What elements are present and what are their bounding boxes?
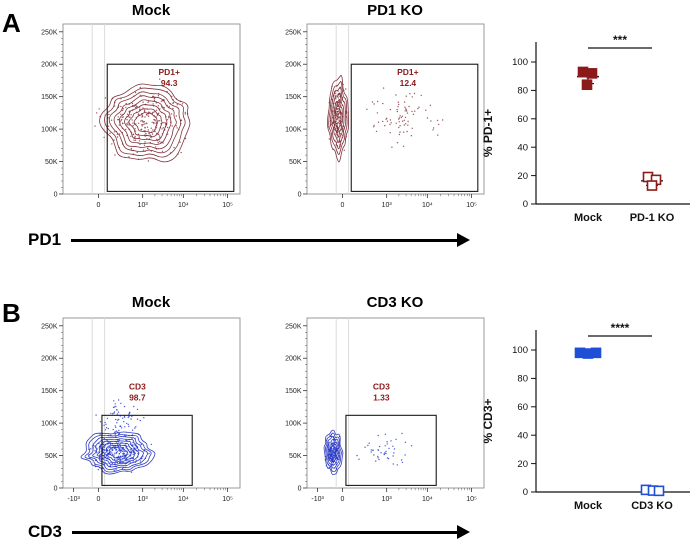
flow-plot-a-pd1ko: 250K 200K 150K 100K 50K 0 0 10³ 10⁴ 10⁵ PD1+12.4	[285, 23, 485, 209]
svg-text:200K: 200K	[41, 356, 58, 363]
x-axis-label-cd3: CD3	[28, 522, 63, 541]
svg-text:% PD-1+: % PD-1+	[481, 109, 495, 157]
flow-plot-title-b-ko: CD3 KO	[366, 294, 424, 311]
arrow-head-icon	[457, 525, 470, 539]
svg-text:50K: 50K	[45, 453, 58, 460]
x-axis-arrow-pd1: PD1	[28, 230, 470, 250]
svg-text:10⁵: 10⁵	[222, 202, 233, 209]
svg-text:100K: 100K	[285, 127, 302, 134]
svg-text:0: 0	[523, 199, 528, 210]
x-axis-label-pd1: PD1	[28, 230, 62, 249]
svg-text:PD1+: PD1+	[158, 67, 180, 77]
svg-text:Mock: Mock	[574, 500, 603, 512]
svg-text:% CD3+: % CD3+	[481, 398, 495, 443]
svg-text:94.3: 94.3	[161, 78, 178, 88]
flow-plot-b-mock: 250K 200K 150K 100K 50K 0 -10³ 0 10³ 10⁴ 10⁵ CD398.…	[41, 317, 241, 503]
svg-text:10⁵: 10⁵	[466, 202, 477, 209]
svg-text:40: 40	[517, 142, 528, 153]
svg-text:40: 40	[517, 430, 528, 441]
svg-text:-10³: -10³	[67, 496, 80, 503]
svg-text:10³: 10³	[138, 202, 149, 209]
svg-text:100: 100	[512, 345, 528, 356]
svg-text:250K: 250K	[285, 29, 302, 36]
svg-text:200K: 200K	[285, 356, 302, 363]
svg-text:10⁴: 10⁴	[422, 496, 433, 503]
svg-text:200K: 200K	[285, 62, 302, 69]
svg-text:10⁵: 10⁵	[222, 496, 233, 503]
flow-plot-a-mock: 250K 200K 150K 100K 50K 0 0 10³ 10⁴ 10⁵ PD1+94.3	[41, 23, 241, 209]
svg-text:80: 80	[517, 86, 528, 97]
arrow-line	[72, 530, 457, 534]
arrow-head-icon	[457, 233, 470, 247]
svg-text:60: 60	[517, 402, 528, 413]
svg-text:10⁴: 10⁴	[178, 496, 189, 503]
svg-text:***: ***	[613, 33, 627, 47]
svg-text:10³: 10³	[138, 496, 149, 503]
svg-text:80: 80	[517, 374, 528, 385]
svg-text:0: 0	[54, 486, 58, 493]
svg-text:Mock: Mock	[574, 212, 603, 224]
svg-text:60: 60	[517, 114, 528, 125]
svg-text:20: 20	[517, 171, 528, 182]
svg-text:10³: 10³	[382, 202, 393, 209]
svg-text:****: ****	[611, 321, 630, 335]
svg-text:100K: 100K	[285, 421, 302, 428]
svg-text:12.4: 12.4	[400, 78, 417, 88]
svg-text:PD-1 KO: PD-1 KO	[630, 212, 675, 224]
svg-text:150K: 150K	[41, 388, 58, 395]
x-axis-arrow-cd3: CD3	[28, 522, 470, 542]
svg-text:98.7: 98.7	[129, 392, 146, 402]
svg-text:10⁵: 10⁵	[466, 496, 477, 503]
svg-text:200K: 200K	[41, 62, 58, 69]
svg-text:1.33: 1.33	[373, 392, 390, 402]
flow-plot-title-b-mock: Mock	[131, 294, 171, 311]
svg-text:0: 0	[523, 487, 528, 498]
flow-plot-title-a-mock: Mock	[131, 2, 171, 19]
svg-text:150K: 150K	[285, 388, 302, 395]
svg-text:250K: 250K	[41, 323, 58, 330]
svg-text:50K: 50K	[45, 159, 58, 166]
svg-text:20: 20	[517, 459, 528, 470]
svg-text:10⁴: 10⁴	[422, 202, 433, 209]
svg-text:100K: 100K	[41, 421, 58, 428]
svg-text:50K: 50K	[289, 453, 302, 460]
svg-text:CD3: CD3	[129, 381, 146, 391]
svg-text:10³: 10³	[382, 496, 393, 503]
svg-text:0: 0	[298, 192, 302, 199]
svg-text:CD3: CD3	[373, 381, 390, 391]
svg-text:150K: 150K	[41, 94, 58, 101]
svg-text:0: 0	[340, 202, 344, 209]
flow-plot-b-cd3ko: 250K 200K 150K 100K 50K 0 -10³ 0 10³ 10⁴ 10⁵ CD31.3…	[285, 317, 485, 503]
arrow-line	[71, 238, 457, 242]
flow-plot-title-a-ko: PD1 KO	[367, 2, 423, 19]
summary-dot-plot-cd3: 0 20 40 60 80 100 % CD3+ Mock CD3 KO ****	[481, 321, 690, 512]
summary-dot-plot-pd1: 0 20 40 60 80 100 % PD-1+ Mock PD-1 KO ***	[481, 33, 690, 224]
svg-text:PD1+: PD1+	[397, 67, 419, 77]
svg-text:150K: 150K	[285, 94, 302, 101]
svg-text:0: 0	[54, 192, 58, 199]
svg-text:250K: 250K	[41, 29, 58, 36]
svg-text:0: 0	[340, 496, 344, 503]
panel-b-label: B	[2, 298, 21, 328]
svg-text:0: 0	[298, 486, 302, 493]
svg-text:10⁴: 10⁴	[178, 202, 189, 209]
svg-text:CD3 KO: CD3 KO	[631, 500, 673, 512]
svg-text:100: 100	[512, 57, 528, 68]
svg-text:100K: 100K	[41, 127, 58, 134]
svg-text:50K: 50K	[289, 159, 302, 166]
svg-text:250K: 250K	[285, 323, 302, 330]
svg-text:-10³: -10³	[311, 496, 324, 503]
panel-a-label: A	[2, 8, 21, 38]
svg-text:0: 0	[96, 202, 100, 209]
svg-text:0: 0	[96, 496, 100, 503]
